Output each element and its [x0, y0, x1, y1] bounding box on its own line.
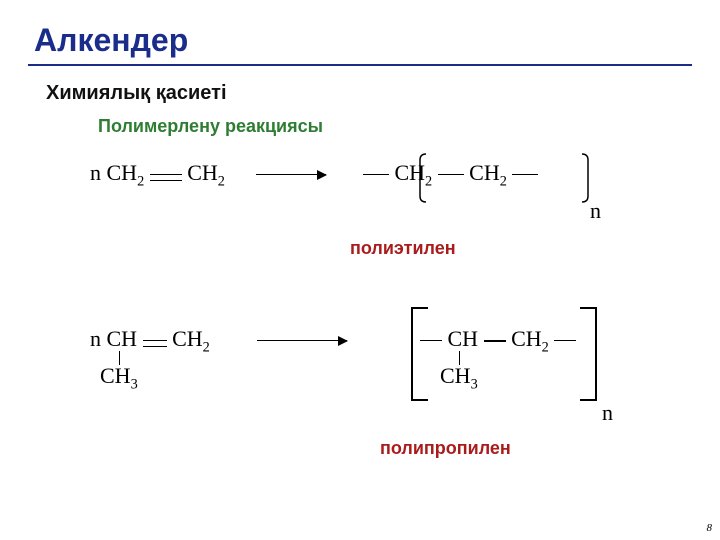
subscript-n-1: n — [590, 198, 601, 224]
page-number: 8 — [707, 522, 713, 534]
reaction-label-text: Полимерлену реакциясы — [98, 116, 323, 136]
page-title: Алкендер — [34, 22, 188, 59]
arrow-icon — [256, 174, 326, 175]
bracket-2 — [400, 300, 620, 420]
subtitle: Химиялық қасиеті — [46, 82, 227, 105]
reaction-label: Полимерлену реакциясы — [98, 116, 323, 137]
ch2-1: CH2 — [107, 160, 145, 185]
ch2-2: CH2 — [187, 160, 225, 185]
title-underline — [28, 64, 692, 66]
subscript-n-2: n — [602, 400, 613, 426]
ch2-b: CH2 — [172, 326, 210, 351]
bracket-1 — [418, 148, 618, 218]
coeff-n: n — [90, 160, 101, 185]
ch-1: CH — [107, 326, 138, 351]
arrow-2-icon — [257, 340, 347, 341]
product-2-label: полипропилен — [380, 438, 511, 459]
reaction-2: n CH CH2 — [90, 326, 347, 356]
product-1-label: полиэтилен — [350, 238, 456, 259]
title-text: Алкендер — [34, 22, 188, 58]
bond-left — [363, 174, 389, 175]
coeff-n-2: n — [90, 326, 101, 351]
ch3-monomer: CH3 — [100, 363, 138, 393]
product-2-text: полипропилен — [380, 438, 511, 458]
subtitle-text: Химиялық қасиеті — [46, 82, 227, 104]
product-1-text: полиэтилен — [350, 238, 456, 258]
